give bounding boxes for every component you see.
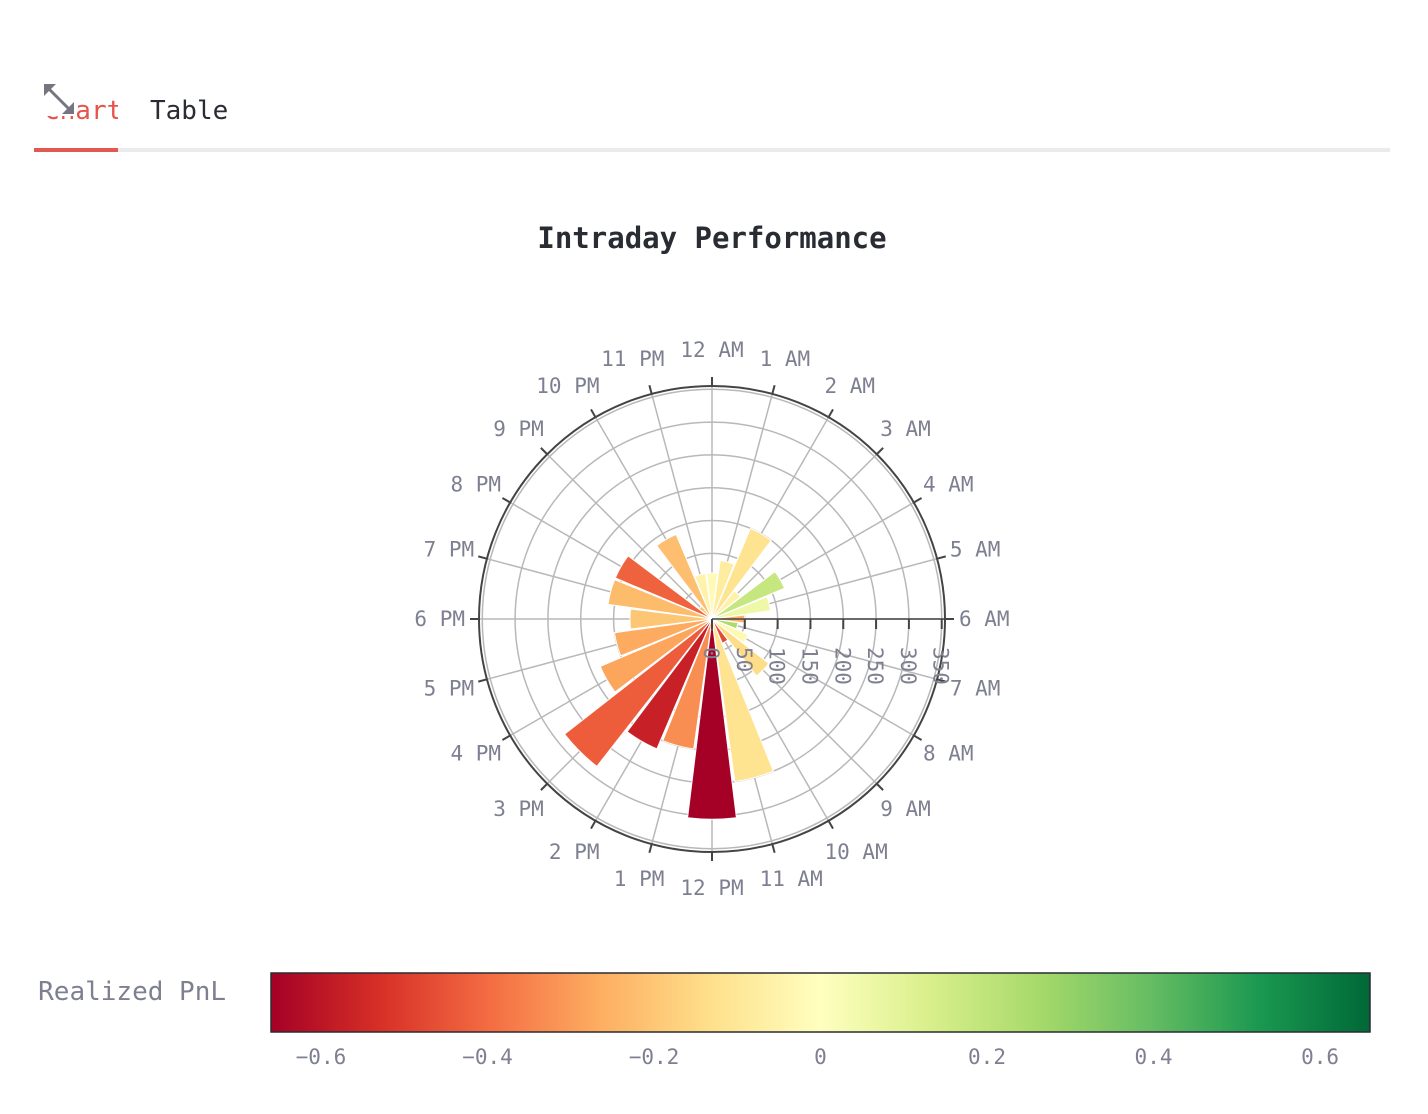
angular-tick: [936, 555, 947, 560]
angular-tick: [913, 734, 923, 741]
polar-bar: [711, 589, 742, 620]
polar-bar: [629, 608, 713, 630]
radial-tick-label: 50: [732, 647, 756, 672]
angular-tick-label: 1 AM: [760, 347, 811, 371]
polar-bar: [607, 579, 713, 620]
angular-tick: [771, 384, 776, 395]
polar-bar: [599, 618, 713, 693]
angular-tick: [876, 783, 884, 791]
angular-tick-label: 5 PM: [424, 677, 475, 701]
colorbar-ticks: −0.6 −0.4 −0.2 0 0.2 0.4 0.6: [296, 1045, 1339, 1069]
angular-tick: [771, 843, 776, 854]
radial-tick-label: 100: [765, 647, 789, 685]
polar-bar: [711, 570, 786, 620]
tab-chart-underline: [34, 148, 118, 152]
angular-tick: [501, 497, 511, 504]
colorbar: [270, 972, 1371, 1033]
polar-bar: [711, 618, 749, 644]
angular-tick-label: 10 PM: [536, 374, 599, 398]
angular-tick: [590, 408, 597, 418]
polar-bar: [711, 618, 775, 783]
polar-bar: [711, 618, 770, 677]
expand-arrows-icon[interactable]: [42, 82, 76, 116]
radial-tick-label: 0: [699, 647, 723, 660]
polar-bar: [687, 618, 737, 820]
radial-tick-label: 200: [830, 647, 854, 685]
angular-tick-label: 11 PM: [601, 347, 664, 371]
polar-bar: [614, 555, 713, 620]
angular-tick-label: 4 PM: [450, 742, 501, 766]
angular-axis: 12 AM 1 AM 2 AM3 AM 4 AM 5 AM 6 AM 7 AM 8 AM 9 A…: [414, 338, 1009, 900]
colorbar-tick-label: −0.6: [296, 1045, 347, 1069]
angular-tick-label: 8 PM: [450, 473, 501, 497]
polar-bars: [563, 527, 786, 820]
angular-tick-label: 7 PM: [424, 537, 475, 561]
colorbar-title: Realized PnL: [38, 977, 226, 1007]
angular-tick: [540, 783, 548, 791]
colorbar-tick-label: 0.6: [1301, 1045, 1339, 1069]
tab-table[interactable]: Table: [150, 90, 228, 152]
angular-tick-label: 9 PM: [493, 417, 544, 441]
tab-bar: Chart Table: [34, 78, 1390, 154]
angular-tick: [827, 820, 834, 830]
angular-tick: [590, 820, 597, 830]
angular-tick-label: 6 AM: [959, 607, 1010, 631]
angular-tick-label: 2 AM: [825, 374, 876, 398]
radial-tick-label: 250: [863, 647, 887, 685]
polar-bar: [662, 618, 713, 750]
polar-bar: [563, 618, 713, 768]
angular-tick-label: 7 AM: [950, 677, 1001, 701]
tab-bar-baseline: [34, 148, 1390, 152]
angular-tick-label: 5 AM: [950, 537, 1001, 561]
angular-tick: [827, 408, 834, 418]
polar-bar: [711, 527, 772, 620]
angular-tick-label: 8 AM: [923, 742, 974, 766]
angular-tick-label: 12 PM: [680, 876, 743, 900]
angular-grid-line: [546, 453, 713, 620]
angular-tick-label: 11 AM: [760, 867, 823, 891]
angular-tick-label: 3 PM: [493, 797, 544, 821]
polar-bar: [694, 572, 713, 620]
angular-tick: [477, 678, 488, 683]
polar-bar: [705, 572, 719, 620]
tab-table-label: Table: [150, 96, 229, 126]
angular-tick-label: 2 PM: [549, 840, 600, 864]
radial-axis: 0 50 100 150 200 250 300 350: [699, 618, 953, 685]
angular-tick: [648, 843, 653, 854]
angular-tick: [477, 555, 488, 560]
angular-tick: [501, 734, 511, 741]
angular-tick-label: 6 PM: [414, 607, 465, 631]
colorbar-tick-label: 0: [814, 1045, 827, 1069]
chart-title: Intraday Performance: [537, 221, 886, 255]
angular-tick: [876, 447, 884, 455]
radial-tick-label: 150: [797, 647, 821, 685]
angular-grid-line: [711, 618, 938, 681]
radial-tick-label: 300: [896, 647, 920, 685]
angular-tick: [913, 497, 923, 504]
colorbar-tick-label: −0.2: [629, 1045, 680, 1069]
polar-bar: [613, 618, 713, 657]
angular-tick: [540, 447, 548, 455]
angular-grid-line: [711, 618, 830, 822]
angular-tick-label: 1 PM: [614, 867, 665, 891]
colorbar-tick-label: −0.4: [462, 1045, 513, 1069]
colorbar-tick-label: 0.4: [1135, 1045, 1173, 1069]
angular-tick-label: 12 AM: [680, 338, 743, 362]
angular-tick-label: 3 AM: [880, 417, 931, 441]
polar-bar: [655, 533, 713, 620]
angular-tick-label: 9 AM: [880, 797, 931, 821]
angular-grid-line: [711, 453, 878, 620]
angular-tick: [936, 678, 947, 683]
polar-bar: [711, 596, 772, 620]
angular-tick: [648, 384, 653, 395]
angular-tick-label: 4 AM: [923, 473, 974, 497]
polar-bar: [626, 618, 713, 750]
angular-tick-label: 10 AM: [825, 840, 888, 864]
polar-bar: [711, 559, 735, 620]
colorbar-tick-label: 0.2: [968, 1045, 1006, 1069]
radial-tick-label: 350: [929, 647, 953, 685]
